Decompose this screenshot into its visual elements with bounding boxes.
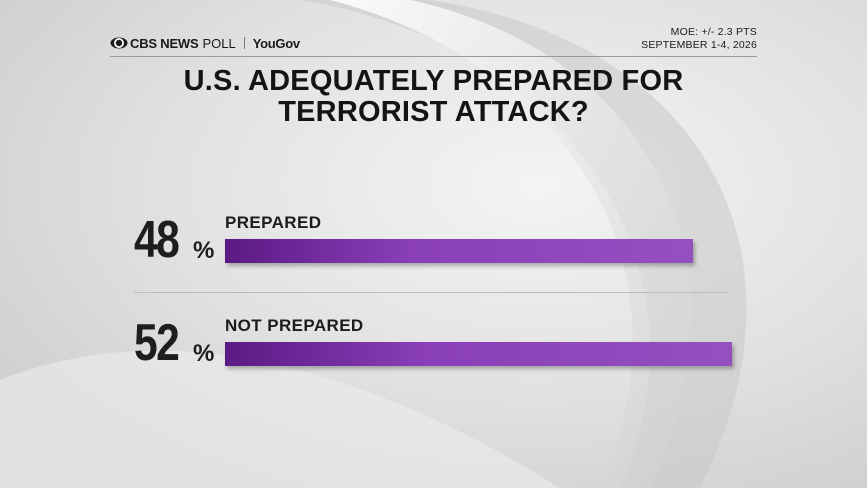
- row-divider: [134, 292, 729, 293]
- cbs-eye-icon: [110, 37, 128, 49]
- category-label: NOT PREPARED: [225, 316, 364, 335]
- data-label-unit: %: [193, 237, 215, 264]
- brand-divider: [243, 37, 245, 49]
- margin-of-error: MOE: +/- 2.3 PTS: [670, 26, 757, 38]
- brand-cbs-news: CBS NEWS: [130, 35, 199, 51]
- chart-title: U.S. ADEQUATELY PREPARED FOR TERRORIST A…: [183, 65, 684, 128]
- brand-logo-group: CBS NEWS POLL YouGov: [110, 33, 300, 53]
- data-label-value: 52: [134, 314, 180, 372]
- data-label: 52%: [134, 317, 220, 369]
- brand-yougov: YouGov: [252, 35, 300, 51]
- poll-meta: MOE: +/- 2.3 PTS SEPTEMBER 1-4, 2026: [641, 26, 757, 52]
- header-rule: [110, 56, 757, 57]
- bar: [225, 239, 693, 263]
- bar-track: [225, 239, 732, 263]
- data-label: 48%: [134, 214, 220, 266]
- bar: [225, 342, 732, 366]
- category-label: PREPARED: [225, 213, 322, 232]
- poll-dates: SEPTEMBER 1-4, 2026: [641, 39, 757, 51]
- data-label-value: 48: [134, 211, 180, 269]
- brand-poll: POLL: [202, 35, 236, 51]
- data-label-unit: %: [193, 340, 215, 367]
- bar-track: [225, 342, 732, 366]
